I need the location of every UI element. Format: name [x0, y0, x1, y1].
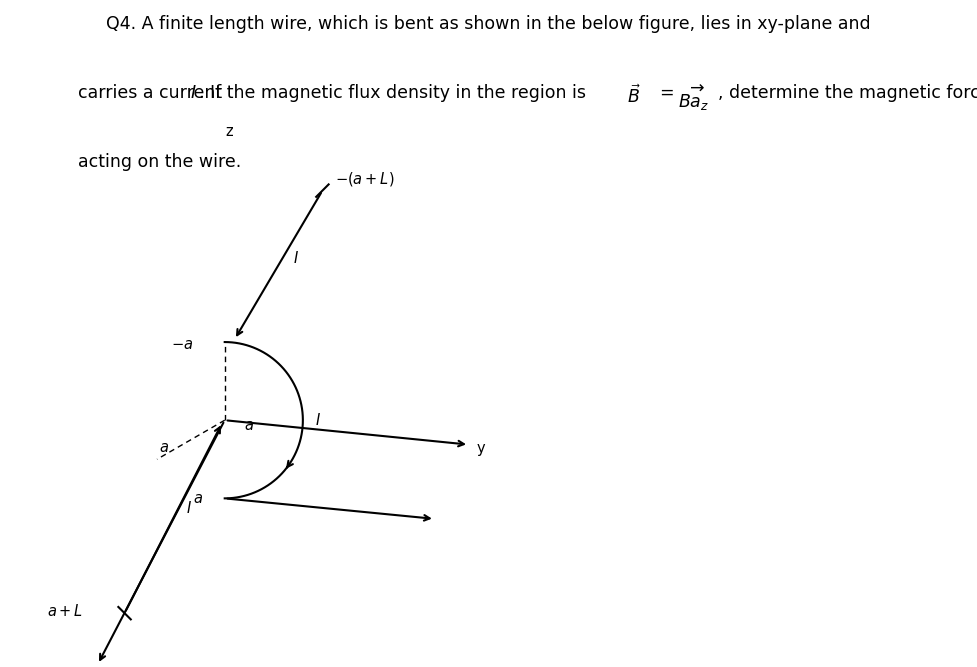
Text: $a$: $a$ — [192, 492, 203, 506]
Text: $\vec{B}$: $\vec{B}$ — [627, 84, 641, 107]
Text: $=$: $=$ — [651, 84, 680, 102]
Text: $-a$: $-a$ — [171, 337, 192, 352]
Text: $I$: $I$ — [190, 84, 196, 102]
Text: acting on the wire.: acting on the wire. — [78, 153, 241, 171]
Text: $a$: $a$ — [244, 418, 254, 433]
Text: $\overrightarrow{Ba_z}$: $\overrightarrow{Ba_z}$ — [678, 84, 709, 113]
Text: z: z — [226, 124, 234, 139]
Text: $-(a+L)$: $-(a+L)$ — [334, 170, 394, 188]
Text: $a$: $a$ — [158, 440, 169, 455]
Text: $I$: $I$ — [316, 412, 321, 428]
Text: Q4. A finite length wire, which is bent as shown in the below figure, lies in xy: Q4. A finite length wire, which is bent … — [106, 15, 871, 33]
Text: $I$: $I$ — [186, 500, 191, 516]
Text: , determine the magnetic force: , determine the magnetic force — [718, 84, 977, 102]
Text: $a+L$: $a+L$ — [47, 603, 83, 619]
Text: y: y — [477, 441, 486, 456]
Text: $I$: $I$ — [293, 249, 299, 265]
Text: carries a current: carries a current — [78, 84, 228, 102]
Text: . If the magnetic flux density in the region is: . If the magnetic flux density in the re… — [199, 84, 592, 102]
